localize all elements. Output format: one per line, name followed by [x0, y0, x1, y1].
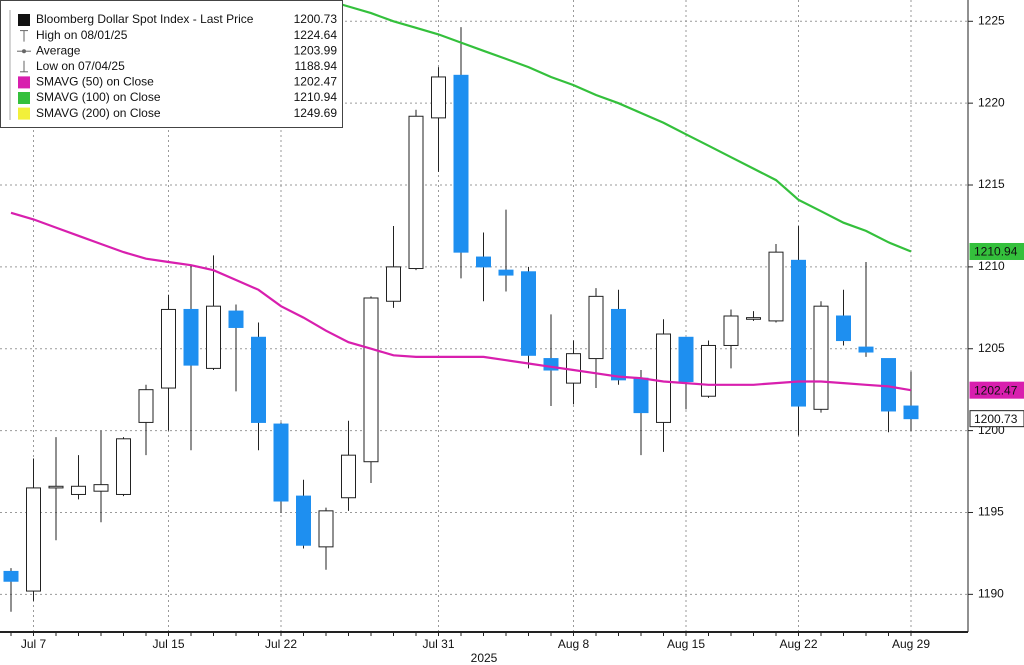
candle-down [903, 405, 919, 420]
value-tag [969, 381, 1024, 399]
x-tick-label: Aug 22 [779, 637, 817, 651]
candle-down [611, 308, 626, 381]
candle-up [206, 305, 221, 369]
x-tick-label: Jul 31 [422, 637, 454, 651]
candle-up [116, 438, 131, 495]
legend-label: SMAVG (100) on Close [36, 90, 161, 104]
x-axis-label: 2025 [471, 651, 498, 665]
candle-down [858, 346, 874, 353]
sma-line [325, 0, 912, 253]
candle-up [746, 317, 761, 320]
candle-down [633, 377, 649, 414]
moving-averages [10, 0, 912, 392]
candle-down [296, 495, 311, 546]
candle-up [386, 266, 401, 302]
candle-up [26, 487, 41, 592]
candles [3, 27, 919, 612]
candle-up [431, 76, 446, 119]
candle-down [881, 358, 896, 412]
candle-up [138, 389, 154, 423]
legend-icon [22, 49, 26, 54]
candle-down [521, 271, 536, 356]
sma-line [10, 211, 912, 392]
candle-up [161, 308, 176, 389]
legend-swatch [18, 14, 30, 26]
y-tick-label: 1215 [978, 177, 1005, 191]
candle-down [273, 423, 289, 502]
legend-swatch [18, 107, 30, 120]
candle-up [723, 315, 739, 346]
candle-up [588, 295, 604, 360]
legend-value: 1200.73 [294, 12, 338, 26]
candle-down [836, 315, 851, 342]
y-tick-label: 1220 [978, 95, 1005, 109]
x-tick-label: Jul 7 [21, 637, 47, 651]
value-tag-label: 1200.73 [974, 412, 1018, 426]
y-tick-label: 1210 [978, 259, 1005, 273]
legend-label: Average [36, 43, 81, 57]
legend: Bloomberg Dollar Spot Index - Last Price… [0, 0, 343, 128]
candle-up [813, 305, 829, 410]
y-tick-label: 1205 [978, 341, 1005, 355]
legend-swatch [18, 92, 30, 104]
candle-up [363, 297, 379, 463]
candle-down [543, 358, 559, 371]
legend-label: Bloomberg Dollar Spot Index - Last Price [36, 12, 254, 26]
candle-up [408, 115, 424, 270]
candle-up [48, 485, 64, 489]
value-tag-label: 1202.47 [974, 383, 1018, 397]
candle-up [93, 484, 109, 492]
legend-box [0, 0, 343, 128]
y-tick-label: 1225 [978, 13, 1005, 27]
legend-value: 1210.94 [294, 90, 338, 104]
legend-value: 1188.94 [295, 59, 338, 73]
legend-value: 1224.64 [294, 28, 338, 42]
candle-up [768, 251, 784, 322]
candle-down [678, 336, 694, 382]
candle-down [791, 259, 806, 407]
legend-value: 1249.69 [294, 106, 338, 120]
candle-up [71, 485, 86, 495]
candle-down [183, 308, 199, 366]
x-tick-label: Aug 8 [558, 637, 590, 651]
candle-up [318, 510, 334, 548]
candle-up [701, 344, 716, 397]
legend-label: SMAVG (200) on Close [36, 106, 161, 120]
legend-value: 1202.47 [294, 75, 338, 89]
y-tick-label: 1195 [978, 505, 1004, 519]
legend-value: 1203.99 [294, 43, 338, 57]
candle-down [498, 269, 514, 276]
candle-down [251, 336, 266, 423]
candle-up [341, 454, 356, 499]
value-tag [969, 410, 1024, 428]
x-tick-label: Aug 15 [667, 637, 705, 651]
candle-down [476, 256, 491, 268]
candle-down [3, 570, 19, 582]
value-tag [969, 242, 1024, 260]
candle-down [453, 74, 469, 253]
legend-label: Low on 07/04/25 [36, 59, 125, 73]
legend-label: High on 08/01/25 [36, 28, 128, 42]
x-tick-label: Jul 15 [152, 637, 184, 651]
legend-label: SMAVG (50) on Close [36, 75, 154, 89]
legend-swatch [18, 76, 30, 89]
candle-down [228, 310, 244, 328]
value-tag-label: 1210.94 [974, 245, 1018, 259]
candle-up [656, 333, 671, 423]
x-tick-label: Jul 22 [265, 637, 297, 651]
x-tick-label: Aug 29 [892, 637, 930, 651]
y-tick-label: 1190 [978, 587, 1004, 601]
